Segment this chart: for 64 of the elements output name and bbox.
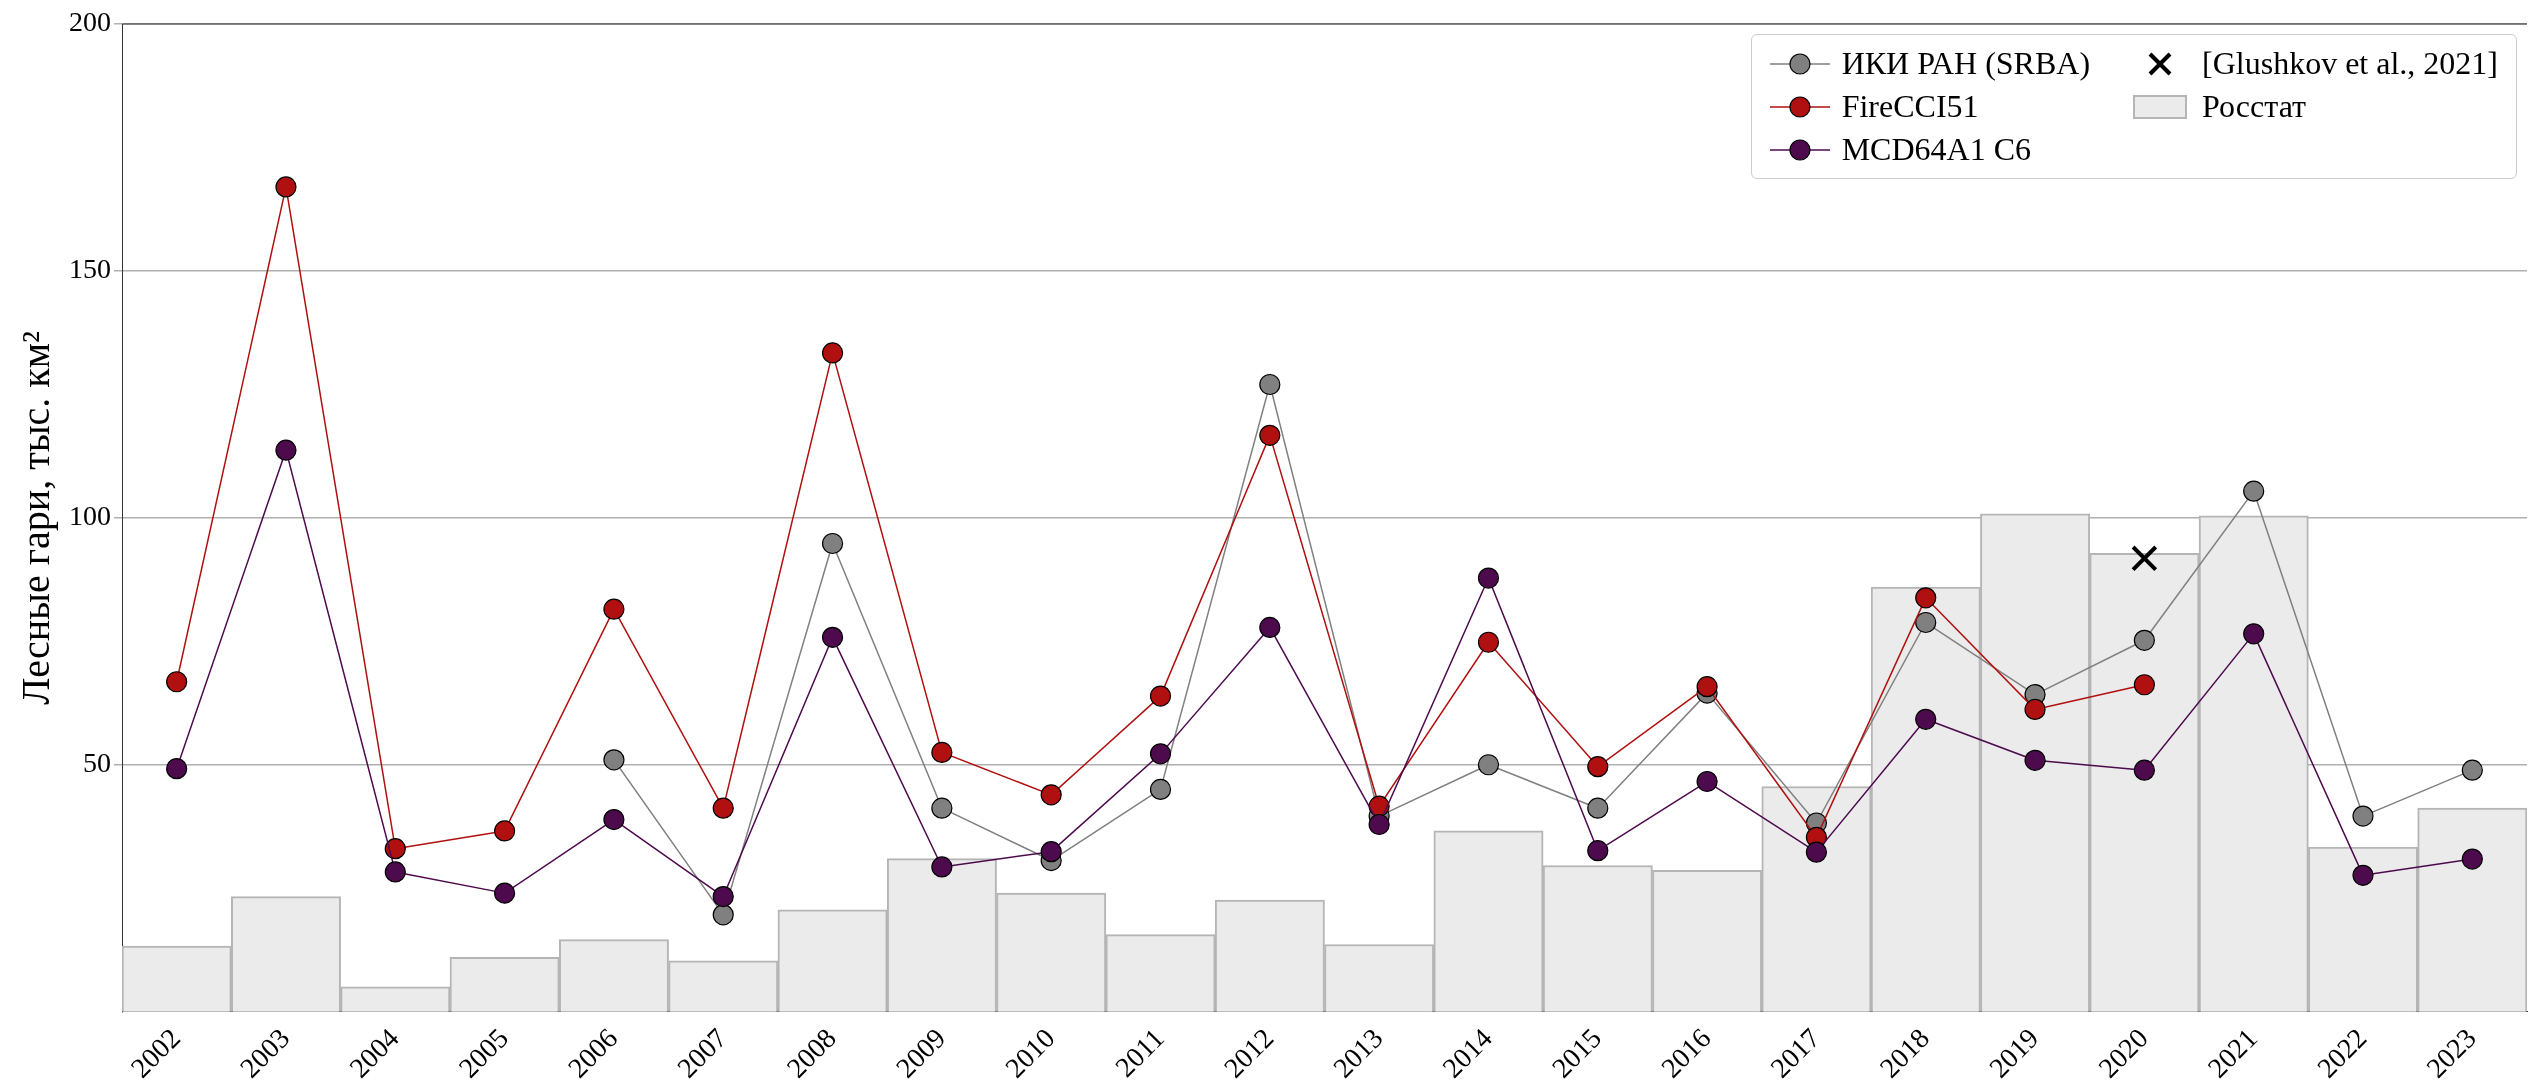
y-tick-label: 150 bbox=[69, 253, 111, 285]
point bbox=[1805, 841, 1828, 863]
point bbox=[494, 882, 516, 904]
point bbox=[1259, 373, 1281, 396]
point bbox=[2024, 749, 2046, 771]
point bbox=[931, 797, 953, 819]
point bbox=[384, 861, 406, 883]
point bbox=[2133, 759, 2155, 781]
point bbox=[166, 758, 188, 780]
point bbox=[2133, 629, 2155, 651]
point bbox=[712, 885, 734, 908]
y-tick-label: 50 bbox=[83, 747, 111, 779]
point bbox=[2352, 805, 2374, 827]
point bbox=[275, 176, 297, 198]
y-tick-label: 100 bbox=[69, 500, 111, 532]
point bbox=[1149, 743, 1172, 765]
point bbox=[931, 741, 953, 763]
point bbox=[1149, 778, 1172, 801]
point bbox=[1259, 424, 1281, 446]
point bbox=[275, 439, 297, 461]
point bbox=[603, 749, 625, 771]
point bbox=[2352, 864, 2374, 886]
legend-label: MCD64A1 C6 bbox=[1841, 131, 2032, 168]
point bbox=[1040, 841, 1062, 863]
point bbox=[1587, 840, 1609, 862]
legend-label: ИКИ РАН (SRBA) bbox=[1841, 45, 2091, 82]
legend-label: FireCCI51 bbox=[1841, 88, 1979, 125]
point bbox=[1040, 784, 1062, 806]
point bbox=[1477, 631, 1500, 653]
point bbox=[1259, 616, 1281, 639]
point bbox=[603, 808, 625, 831]
point bbox=[384, 838, 406, 860]
point bbox=[2133, 674, 2155, 696]
legend-label: Росстат bbox=[2202, 88, 2306, 125]
point bbox=[712, 904, 734, 926]
point bbox=[1587, 756, 1609, 778]
point bbox=[1477, 754, 1500, 776]
point bbox=[821, 626, 844, 648]
point bbox=[1915, 708, 1937, 730]
legend-label: [Glushkov et al., 2021] bbox=[2202, 45, 2498, 82]
point bbox=[1587, 797, 1609, 819]
point bbox=[821, 342, 844, 364]
point bbox=[821, 532, 844, 555]
point bbox=[2243, 480, 2265, 502]
point bbox=[1149, 685, 1172, 707]
point bbox=[1696, 770, 1718, 793]
point bbox=[1368, 813, 1390, 836]
y-axis-title: Лесные гари, тыс. км² bbox=[12, 330, 58, 705]
point bbox=[494, 820, 516, 842]
point bbox=[712, 797, 734, 819]
y-tick-label: 200 bbox=[69, 6, 111, 38]
point bbox=[603, 598, 625, 620]
point bbox=[1915, 587, 1937, 609]
point bbox=[2131, 545, 2158, 572]
point bbox=[1696, 676, 1718, 698]
point bbox=[2024, 698, 2046, 721]
x-tick-label: 2011 bbox=[1109, 1022, 1170, 1083]
point bbox=[1477, 567, 1500, 589]
point bbox=[2461, 848, 2483, 870]
point bbox=[931, 856, 953, 878]
point bbox=[1915, 611, 1937, 634]
point bbox=[2243, 623, 2265, 645]
point bbox=[166, 671, 188, 693]
point bbox=[2461, 759, 2483, 781]
